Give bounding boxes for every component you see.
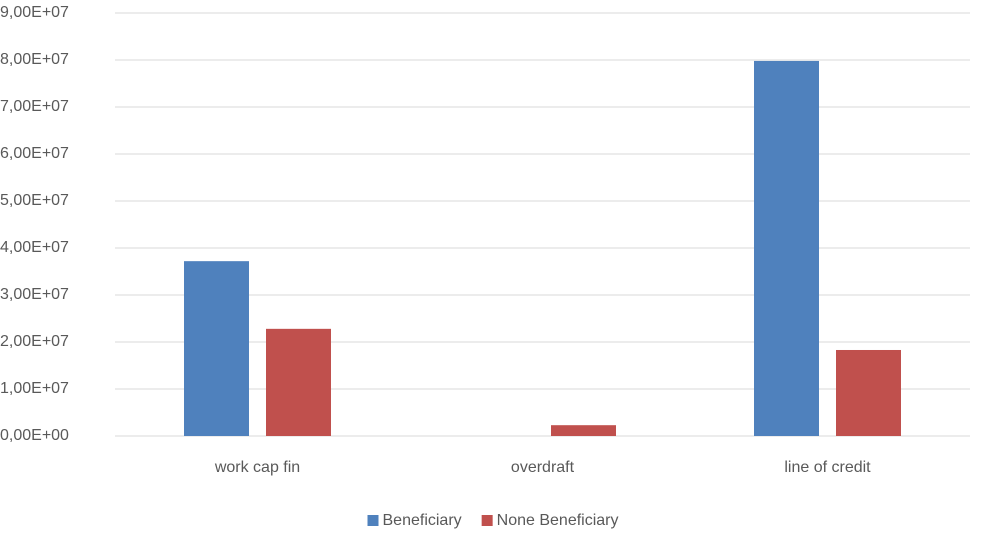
bar (836, 349, 901, 436)
x-tick-label: line of credit (784, 459, 871, 476)
y-tick-label: 4,00E+07 (0, 239, 69, 256)
bar (754, 60, 819, 436)
legend-label: Beneficiary (383, 512, 462, 529)
legend-swatch (481, 515, 493, 526)
y-tick-label: 8,00E+07 (0, 51, 69, 68)
bar (184, 261, 249, 436)
y-tick-label: 3,00E+07 (0, 286, 69, 303)
y-tick-label: 7,00E+07 (0, 98, 69, 115)
x-tick-label: overdraft (511, 459, 575, 476)
legend: Beneficiary None Beneficiary (367, 512, 619, 529)
y-tick-label: 0,00E+00 (0, 427, 69, 444)
legend-swatch (367, 515, 379, 526)
x-tick-label: work cap fin (214, 459, 300, 476)
y-tick-label: 5,00E+07 (0, 192, 69, 209)
y-tick-label: 1,00E+07 (0, 380, 69, 397)
y-tick-label: 6,00E+07 (0, 145, 69, 162)
y-tick-label: 9,00E+07 (0, 4, 69, 21)
legend-label: None Beneficiary (497, 512, 619, 529)
bar (266, 328, 331, 436)
y-tick-label: 2,00E+07 (0, 333, 69, 350)
bar (551, 425, 616, 436)
